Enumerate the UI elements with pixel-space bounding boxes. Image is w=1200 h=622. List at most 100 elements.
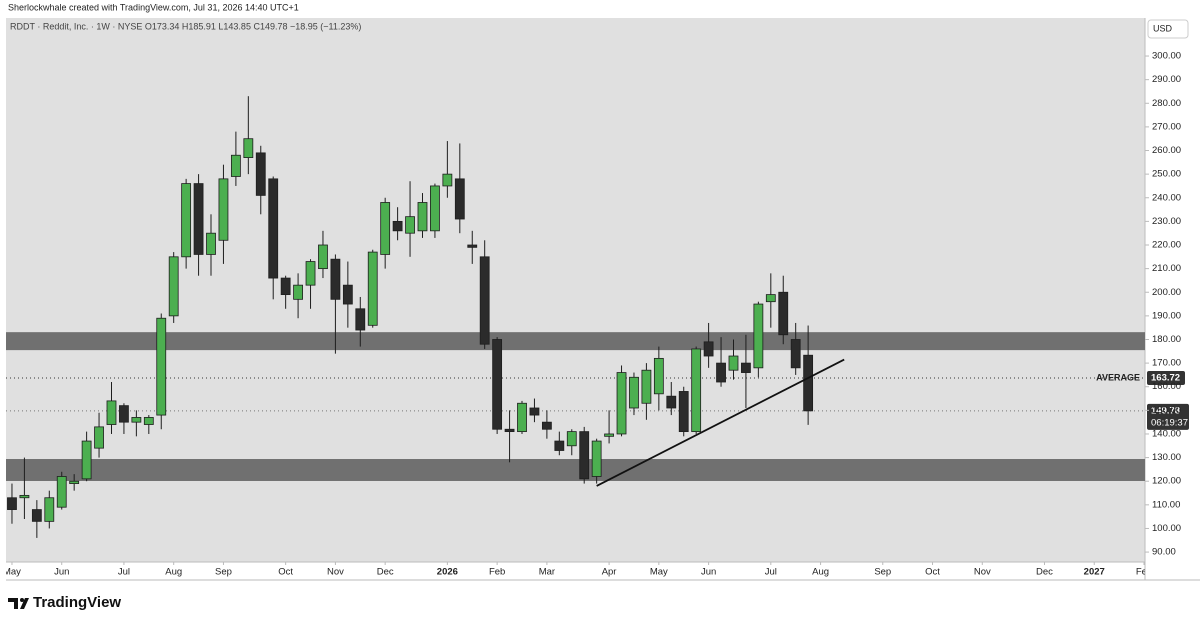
candle-body bbox=[703, 341, 714, 357]
last-value: 149.78 bbox=[1151, 405, 1180, 416]
y-tick-label: 160.00 bbox=[1152, 381, 1181, 392]
x-tick-label: Sep bbox=[874, 567, 891, 578]
candle-body bbox=[181, 183, 192, 258]
currency-box bbox=[1147, 19, 1189, 39]
x-tick-label: Feb bbox=[1136, 567, 1152, 578]
y-tick-label: 270.00 bbox=[1152, 121, 1181, 132]
x-tick-label: Jun bbox=[701, 567, 716, 578]
zone bbox=[6, 332, 1145, 351]
x-tick-label: Aug bbox=[812, 567, 829, 578]
x-tick-label: Mar bbox=[539, 567, 555, 578]
countdown: 06:19:37 bbox=[1151, 417, 1188, 428]
candle-body bbox=[741, 362, 751, 373]
y-tick-label: 210.00 bbox=[1152, 263, 1181, 274]
y-tick-label: 170.00 bbox=[1152, 358, 1181, 369]
credit: Sherlockwhale created with TradingView.c… bbox=[8, 2, 299, 12]
candle-body bbox=[19, 494, 30, 499]
price-axis bbox=[1145, 18, 1200, 562]
y-tick-label: 90.00 bbox=[1152, 547, 1176, 558]
brand: TradingView bbox=[33, 594, 121, 611]
candle-body bbox=[218, 178, 229, 241]
candle-body bbox=[94, 426, 104, 449]
candle-body bbox=[69, 480, 80, 484]
candle-body bbox=[430, 185, 440, 232]
candle-body bbox=[616, 372, 627, 435]
x-tick-label: Apr bbox=[602, 567, 617, 578]
y-tick-label: 220.00 bbox=[1152, 240, 1181, 251]
average-badge bbox=[1147, 370, 1185, 385]
candle-body bbox=[355, 308, 366, 331]
x-tick-label: Oct bbox=[925, 567, 940, 578]
candle-body bbox=[380, 202, 391, 255]
candle-body bbox=[604, 433, 614, 437]
candle-body bbox=[653, 357, 664, 395]
currency: USD bbox=[1153, 23, 1173, 33]
y-tick-label: 100.00 bbox=[1152, 523, 1181, 534]
logo bbox=[8, 598, 29, 609]
candle-body bbox=[629, 376, 639, 409]
x-tick-label: Jun bbox=[54, 567, 69, 578]
candle-body bbox=[106, 400, 117, 425]
candle-body bbox=[641, 369, 652, 404]
candle-body bbox=[31, 509, 42, 522]
candle-body bbox=[579, 431, 590, 480]
candle-body bbox=[405, 216, 415, 234]
candle-body bbox=[454, 178, 465, 220]
legend: RDDT · Reddit, Inc. · 1W · NYSE O173.34 … bbox=[10, 21, 361, 31]
candle-body bbox=[7, 497, 17, 510]
x-tick-label: 2026 bbox=[437, 567, 458, 578]
candle-body bbox=[790, 339, 801, 369]
candle-body bbox=[566, 431, 577, 447]
candle-body bbox=[728, 355, 739, 371]
x-tick-label: Nov bbox=[974, 567, 991, 578]
y-tick-label: 120.00 bbox=[1152, 476, 1181, 487]
candle-body bbox=[280, 277, 291, 296]
x-tick-label: Feb bbox=[489, 567, 505, 578]
candle-body bbox=[367, 251, 378, 326]
x-tick-label: Dec bbox=[1036, 567, 1053, 578]
y-tick-label: 110.00 bbox=[1152, 499, 1180, 510]
candle-body bbox=[467, 244, 478, 248]
candle-body bbox=[803, 354, 814, 412]
logo-icon bbox=[8, 598, 29, 609]
x-tick-label: Aug bbox=[165, 567, 182, 578]
y-tick-label: 150.00 bbox=[1152, 405, 1181, 416]
candle-body bbox=[143, 417, 154, 425]
candle-body bbox=[119, 405, 129, 423]
candle-body bbox=[529, 407, 540, 416]
y-tick-label: 140.00 bbox=[1152, 428, 1181, 439]
candle-body bbox=[765, 294, 776, 303]
trendline bbox=[596, 358, 845, 487]
candle-body bbox=[753, 303, 764, 369]
candle-body bbox=[193, 183, 204, 255]
candle-body bbox=[168, 256, 179, 317]
y-tick-label: 130.00 bbox=[1152, 452, 1181, 463]
candle-body bbox=[517, 402, 527, 433]
candle-body bbox=[342, 284, 353, 305]
x-tick-label: Oct bbox=[278, 567, 293, 578]
candle-body bbox=[56, 476, 67, 508]
candle-body bbox=[591, 440, 602, 477]
candle-body bbox=[678, 391, 689, 433]
x-tick-label: 2027 bbox=[1084, 567, 1105, 578]
candle-body bbox=[479, 256, 490, 345]
y-tick-label: 240.00 bbox=[1152, 192, 1181, 203]
y-tick-label: 230.00 bbox=[1152, 216, 1181, 227]
candle-body bbox=[268, 178, 279, 279]
candle-body bbox=[442, 173, 453, 187]
last-badge bbox=[1147, 403, 1189, 430]
candle-body bbox=[255, 152, 266, 196]
x-tick-label: May bbox=[650, 567, 668, 578]
candle-body bbox=[504, 428, 515, 433]
candle-body bbox=[206, 232, 216, 255]
candle-body bbox=[666, 395, 677, 409]
average-label: AVERAGE bbox=[1096, 372, 1140, 382]
x-tick-label: May bbox=[3, 567, 21, 578]
y-tick-label: 260.00 bbox=[1152, 145, 1181, 156]
candle-body bbox=[330, 258, 341, 300]
x-tick-label: Sep bbox=[215, 567, 232, 578]
candle-body bbox=[554, 440, 565, 451]
candle-body bbox=[230, 154, 241, 177]
